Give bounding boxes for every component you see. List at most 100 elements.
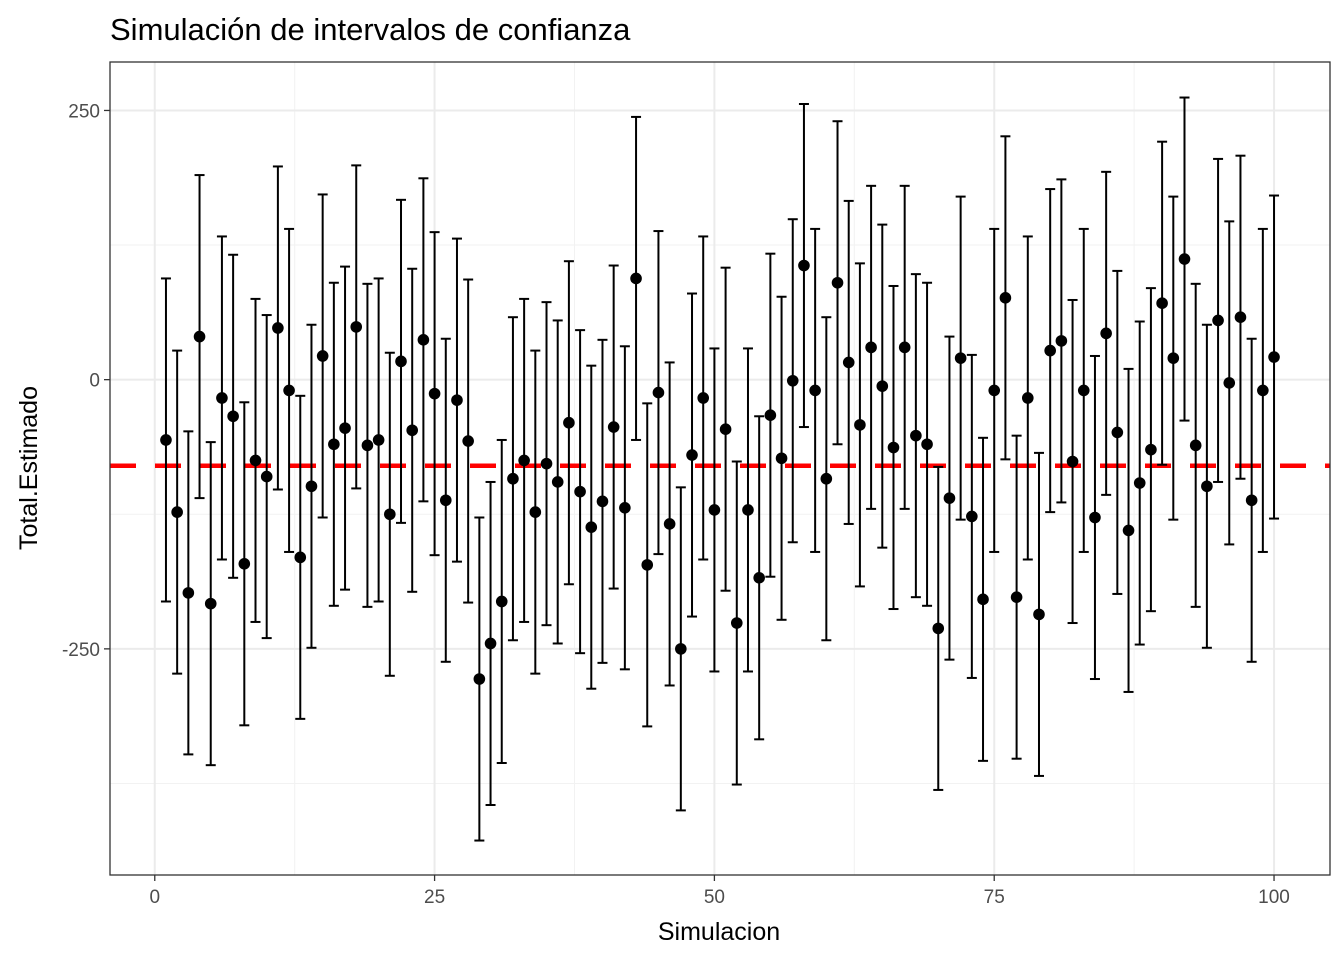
data-point (921, 438, 933, 451)
data-point (428, 387, 441, 400)
data-point (495, 595, 508, 608)
x-tick-label: 100 (1258, 887, 1290, 908)
panel-border (109, 61, 1331, 876)
data-point (406, 424, 419, 437)
data-point (451, 394, 463, 406)
data-point (910, 429, 922, 442)
data-point (898, 341, 911, 354)
data-point (1055, 335, 1068, 347)
data-point (204, 597, 217, 610)
data-point (932, 622, 945, 635)
x-tick-label: 25 (424, 887, 445, 908)
data-points (160, 253, 1280, 685)
data-point (652, 386, 665, 399)
y-tick-label: 0 (89, 371, 100, 392)
data-point (619, 502, 631, 514)
x-axis-title: Simulacion (658, 918, 780, 946)
data-point (753, 571, 765, 584)
data-point (742, 504, 754, 516)
x-tick-label: 50 (704, 887, 725, 908)
data-point (697, 392, 710, 404)
data-point (1133, 477, 1146, 489)
data-point (607, 421, 620, 433)
data-point (171, 506, 183, 518)
data-point (854, 419, 866, 431)
data-point (887, 441, 900, 454)
data-point (1033, 608, 1045, 621)
data-point (876, 380, 889, 392)
data-point (1021, 392, 1034, 404)
data-point (350, 321, 363, 333)
chart-title: Simulación de intervalos de confianza (110, 12, 631, 47)
data-point (1189, 439, 1202, 452)
data-point (462, 435, 474, 447)
data-point (260, 470, 273, 483)
data-point (1100, 327, 1112, 340)
data-point (585, 521, 598, 533)
data-point (216, 392, 228, 404)
data-point (1167, 352, 1180, 364)
y-tick-label: -250 (62, 640, 100, 661)
data-point (339, 422, 351, 434)
data-point (831, 276, 844, 289)
data-point (842, 356, 855, 369)
data-point (786, 374, 799, 387)
data-point (372, 434, 385, 446)
data-point (361, 439, 374, 452)
data-point (551, 476, 564, 488)
data-point (1077, 384, 1090, 397)
data-point (395, 355, 407, 368)
data-point (518, 454, 530, 467)
data-point (663, 518, 676, 530)
data-point (630, 272, 642, 285)
data-point (193, 330, 206, 343)
data-point (1145, 443, 1157, 456)
y-axis-ticks: -250 0 250 (62, 101, 110, 661)
data-point (1089, 511, 1101, 524)
data-point (507, 472, 519, 485)
data-point (249, 454, 262, 467)
data-point (954, 352, 967, 364)
data-point (775, 452, 788, 465)
data-point (764, 409, 777, 421)
data-point (305, 480, 318, 493)
data-point (798, 259, 810, 272)
data-point (484, 637, 497, 650)
data-point (1178, 253, 1191, 265)
y-axis-title: Total.Estimado (15, 386, 43, 550)
data-point (473, 673, 486, 685)
data-point (977, 593, 989, 606)
data-point (1066, 455, 1079, 468)
data-point (529, 506, 542, 518)
data-point (316, 350, 329, 362)
data-point (809, 384, 821, 397)
x-tick-label: 75 (984, 887, 1005, 908)
data-point (865, 341, 877, 354)
data-point (1044, 344, 1056, 357)
data-point (719, 423, 732, 435)
data-point (1156, 297, 1168, 310)
data-point (328, 438, 340, 451)
data-point (238, 557, 251, 570)
data-point (1245, 494, 1258, 507)
data-point (1212, 314, 1224, 327)
data-point (820, 472, 833, 485)
data-point (563, 416, 575, 429)
data-point (283, 384, 295, 397)
data-point (1111, 426, 1124, 439)
x-tick-label: 0 (149, 887, 160, 908)
data-point (182, 587, 195, 599)
minor-gridlines (110, 62, 1330, 875)
data-point (708, 504, 721, 516)
data-point (966, 510, 978, 523)
data-point (227, 410, 239, 423)
data-point (988, 384, 1001, 397)
data-point (1010, 591, 1023, 603)
y-tick-label: 250 (68, 101, 100, 122)
data-point (417, 334, 430, 346)
data-point (160, 434, 172, 446)
data-point (439, 494, 452, 507)
data-point (294, 551, 307, 564)
